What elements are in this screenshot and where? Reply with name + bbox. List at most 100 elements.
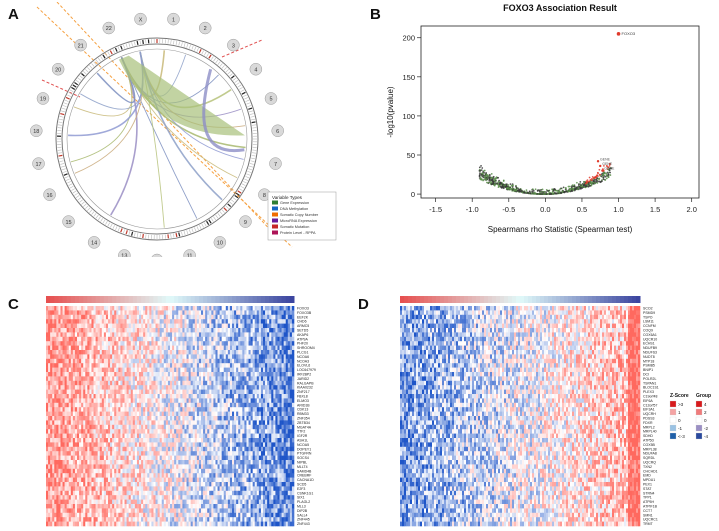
data-point xyxy=(478,166,481,169)
gene-label: FOXO3B xyxy=(297,311,312,315)
svg-text:13: 13 xyxy=(121,254,127,257)
data-point xyxy=(518,189,520,192)
association-ribbon xyxy=(118,55,245,136)
gene-label: MRPL40 xyxy=(643,430,657,434)
gene-label: STRN4 xyxy=(643,491,655,495)
data-point xyxy=(598,177,601,180)
ideogram-band xyxy=(65,96,70,100)
ideogram-band xyxy=(58,121,63,123)
ideogram-band xyxy=(83,71,87,75)
data-point xyxy=(568,187,571,190)
data-point xyxy=(555,192,558,195)
gene-label: FDXR xyxy=(643,421,653,425)
heatmap-legend: Z-Score Group >3 1 0 -1 <-3 4 2 0 -2 -4 xyxy=(669,393,711,440)
data-point xyxy=(487,181,490,184)
gene-label: PSMD9 xyxy=(643,311,655,315)
data-point xyxy=(609,163,612,165)
x-tick-label: -1.5 xyxy=(429,205,442,214)
group-swatch xyxy=(695,400,703,408)
gene-label: ATP5H xyxy=(643,500,654,504)
legend-swatch xyxy=(272,212,278,217)
gene-label: SETD5 xyxy=(297,329,308,333)
gene-label: PTGFRN xyxy=(297,452,312,456)
gene-label: SCO2 xyxy=(643,307,653,311)
ideogram-band xyxy=(62,105,67,108)
group-label: 0 xyxy=(704,418,707,423)
data-point xyxy=(479,176,482,179)
data-point xyxy=(519,188,522,191)
svg-text:17: 17 xyxy=(35,162,41,168)
group-label: -2 xyxy=(704,426,709,431)
data-point xyxy=(481,167,484,169)
data-point xyxy=(564,190,566,193)
data-point xyxy=(494,182,496,185)
data-point xyxy=(525,189,528,192)
data-point xyxy=(504,184,507,187)
point-label: GENE xyxy=(602,162,613,166)
gene-label: CACNA1D xyxy=(297,478,314,482)
gene-label: TRMT xyxy=(643,522,654,526)
chromosome-label-11: 11 xyxy=(183,249,196,257)
data-point xyxy=(538,189,541,192)
ideogram-band xyxy=(250,160,255,162)
gene-label: NCOA6 xyxy=(297,355,309,359)
ideogram-band xyxy=(203,51,207,56)
y-tick-label: 150 xyxy=(402,73,415,82)
ideogram-band xyxy=(245,99,250,102)
legend-item: DNA Methylation xyxy=(280,207,308,211)
data-point xyxy=(579,183,582,186)
data-point xyxy=(500,183,503,186)
data-point xyxy=(533,192,536,195)
data-point xyxy=(480,178,483,181)
gene-label: EMD xyxy=(643,474,651,478)
gene-label: BLOC1S1 xyxy=(643,386,659,390)
group-swatch xyxy=(695,416,703,424)
gene-label: ASH1L xyxy=(297,439,308,443)
data-point xyxy=(576,188,579,191)
group-swatch xyxy=(695,432,703,440)
ideogram-band xyxy=(77,77,82,81)
ideogram-band xyxy=(243,94,247,97)
gene-label: ZNF443 xyxy=(297,522,310,526)
svg-text:16: 16 xyxy=(47,193,53,199)
data-point xyxy=(579,180,582,183)
ideogram-band xyxy=(102,219,106,224)
gene-label: NDUFA8 xyxy=(643,452,657,456)
ideogram-band xyxy=(85,69,89,73)
data-point xyxy=(536,193,539,195)
legend-swatch xyxy=(272,206,278,211)
data-point xyxy=(537,193,540,195)
data-point xyxy=(480,172,483,175)
data-point xyxy=(593,177,596,179)
gene-label: PSMB5 xyxy=(643,364,655,368)
ideogram-band xyxy=(244,97,249,100)
ideogram-band xyxy=(247,170,252,173)
chromosome-label-6: 6 xyxy=(271,124,284,137)
ideogram-band xyxy=(79,199,83,203)
gene-label: PHF20 xyxy=(297,342,308,346)
ideogram-band xyxy=(105,221,108,225)
ideogram-band xyxy=(248,168,253,171)
gene-label: SCD5 xyxy=(297,483,306,487)
gene-label: IRF2BP2 xyxy=(297,373,311,377)
chromosome-label-4: 4 xyxy=(249,62,263,76)
group-label: 4 xyxy=(704,402,707,407)
chart-title: FOXO3 Association Result xyxy=(503,3,617,13)
ideogram-band xyxy=(120,228,123,233)
svg-text:21: 21 xyxy=(78,43,84,49)
ideogram-band xyxy=(201,50,204,55)
y-tick-label: 200 xyxy=(402,34,415,43)
gene-label: ZNF217 xyxy=(297,390,310,394)
data-point xyxy=(510,184,513,187)
y-axis-label: -log10(pvalue) xyxy=(386,86,395,137)
gene-label: NDUFS3 xyxy=(643,351,657,355)
data-point xyxy=(497,176,500,179)
z-score-swatch xyxy=(669,408,677,416)
gene-label: MLLT4 xyxy=(297,465,308,469)
ideogram-band xyxy=(208,54,212,59)
data-point xyxy=(598,168,601,171)
data-point xyxy=(588,176,591,179)
inner-ring xyxy=(61,43,253,235)
gene-label: SAMD4B xyxy=(297,469,312,473)
ideogram-band xyxy=(244,178,249,181)
